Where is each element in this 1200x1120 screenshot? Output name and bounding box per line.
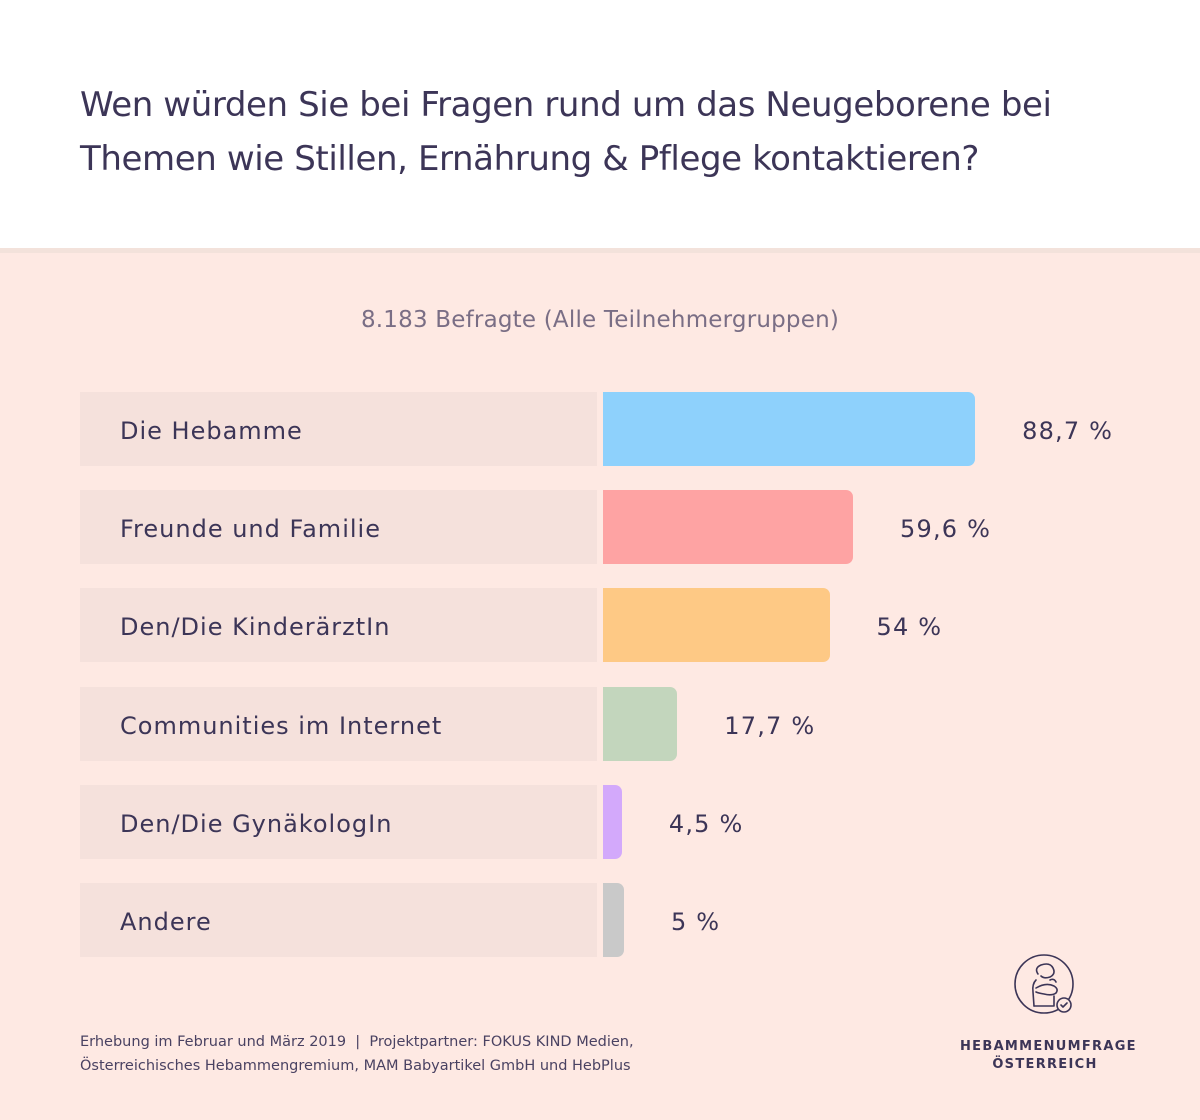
category-label-box: Den/Die KinderärztIn: [80, 588, 597, 663]
value-label: 17,7 %: [724, 711, 816, 740]
bar: [603, 392, 976, 466]
footer-note: Erhebung im Februar und März 2019 | Proj…: [80, 1030, 720, 1078]
mother-with-baby-check-icon: [1014, 954, 1074, 1014]
value-label: 88,7 %: [1022, 417, 1114, 445]
bar: [603, 784, 622, 859]
value-label: 4,5 %: [668, 809, 744, 838]
logo-text: HEBAMMENUMFRAGE ÖSTERREICH: [960, 1038, 1137, 1074]
bar-row: Den/Die GynäkologIn 4,5 %: [0, 784, 1200, 859]
bar-row: Die Hebamme 88,7 %: [0, 392, 1200, 466]
footer-line-2: Österreichisches Hebammengremium, MAM Ba…: [80, 1058, 631, 1074]
category-label: Die Hebamme: [120, 417, 303, 445]
chart-title: Wen würden Sie bei Fragen rund um das Ne…: [80, 78, 1160, 186]
logo-line-1: HEBAMMENUMFRAGE: [960, 1039, 1137, 1054]
category-label-box: Communities im Internet: [80, 686, 597, 761]
category-label: Den/Die KinderärztIn: [120, 613, 391, 642]
category-label-box: Den/Die GynäkologIn: [80, 784, 597, 859]
category-label-box: Andere: [80, 883, 597, 957]
category-label-box: Freunde und Familie: [80, 490, 597, 565]
bar: [603, 588, 830, 663]
value-label: 54 %: [876, 613, 943, 642]
category-label-box: Die Hebamme: [80, 392, 597, 466]
bar-row: Den/Die KinderärztIn 54 %: [0, 588, 1200, 663]
category-label: Den/Die GynäkologIn: [120, 809, 393, 838]
chart-subtitle: 8.183 Befragte (Alle Teilnehmergruppen): [360, 307, 840, 333]
bar-row: Andere 5 %: [0, 883, 1200, 957]
title-line-1: Wen würden Sie bei Fragen rund um das Ne…: [80, 85, 1052, 125]
bar: [603, 883, 624, 957]
value-label: 5 %: [670, 908, 721, 936]
header: Wen würden Sie bei Fragen rund um das Ne…: [0, 0, 1200, 248]
category-label: Communities im Internet: [120, 711, 443, 740]
logo: HEBAMMENUMFRAGE ÖSTERREICH: [960, 952, 1137, 1082]
category-label: Andere: [120, 908, 212, 936]
value-label: 59,6 %: [900, 515, 992, 544]
bar: [603, 490, 854, 565]
bar-row: Communities im Internet 17,7 %: [0, 686, 1200, 761]
title-line-2: Themen wie Stillen, Ernährung & Pflege k…: [80, 139, 979, 179]
category-label: Freunde und Familie: [120, 515, 381, 544]
logo-line-2: ÖSTERREICH: [992, 1057, 1098, 1072]
footer-line-1: Erhebung im Februar und März 2019 | Proj…: [80, 1034, 634, 1050]
bar: [603, 686, 678, 761]
header-divider: [0, 248, 1200, 253]
bar-row: Freunde und Familie 59,6 %: [0, 490, 1200, 565]
